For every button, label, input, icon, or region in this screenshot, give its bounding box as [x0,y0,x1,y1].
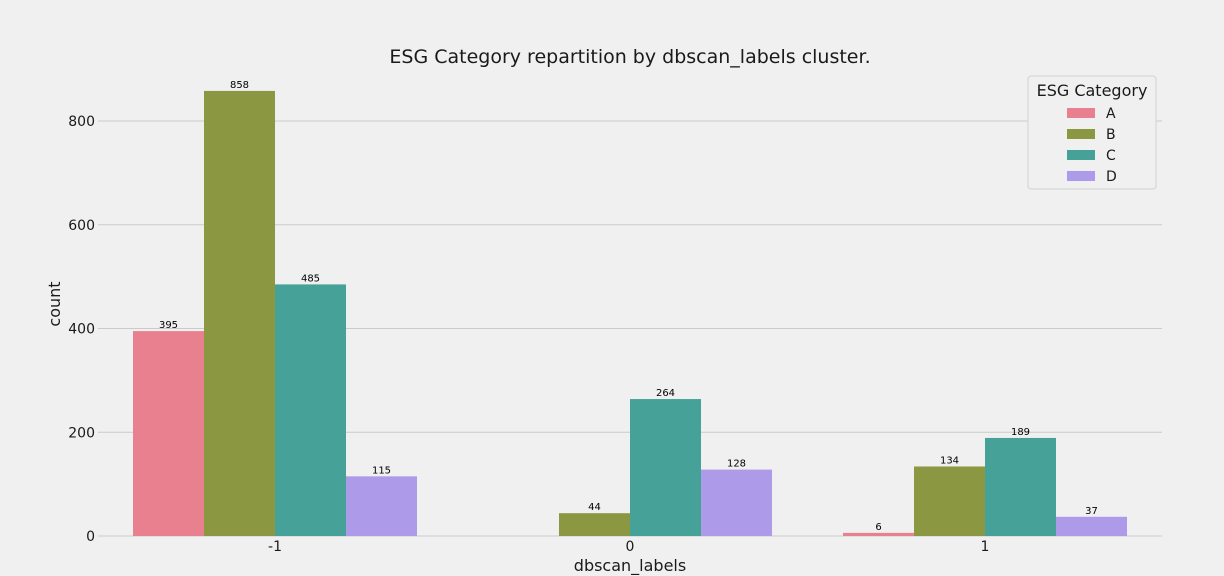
legend-swatch-C [1067,150,1095,160]
bar-D-1 [1056,516,1127,536]
bar-value-label: 44 [588,502,601,513]
legend-label-B: B [1106,127,1116,143]
y-tick-label: 400 [68,322,95,338]
bar-B--1 [204,90,275,536]
bar-value-label: 395 [159,320,178,331]
bar-D-0 [701,469,772,536]
legend-label-A: A [1106,106,1116,122]
bar-C--1 [275,284,346,536]
bar-B-1 [914,466,985,536]
x-tick-label: -1 [268,539,282,555]
bar-A--1 [133,331,204,536]
y-axis-label: count [45,281,64,326]
bar-value-label: 128 [727,459,746,470]
bar-value-label: 264 [656,388,675,399]
bar-value-label: 134 [940,455,959,466]
bar-value-label: 189 [1011,427,1030,438]
x-tick-label: 1 [981,539,990,555]
bar-value-label: 858 [230,80,249,91]
legend-swatch-D [1067,171,1095,181]
bar-A-1 [843,532,914,536]
bar-value-label: 6 [875,522,881,533]
y-tick-label: 600 [68,218,95,234]
legend-swatch-B [1067,129,1095,139]
y-tick-label: 200 [68,425,95,441]
bar-C-1 [985,437,1056,536]
bar-C-0 [630,399,701,536]
x-axis-label: dbscan_labels [574,556,686,576]
legend-swatch-A [1067,108,1095,118]
y-axis-ticks: 0 200 400 600 800 [68,114,95,545]
y-tick-label: 0 [86,529,95,545]
bar-D--1 [346,476,417,536]
legend-label-D: D [1106,169,1117,185]
legend-label-C: C [1106,148,1116,164]
bar-value-label: 115 [372,465,391,476]
bar-value-label: 485 [301,273,320,284]
bar-value-label: 37 [1085,506,1098,517]
chart-title: ESG Category repartition by dbscan_label… [389,46,870,68]
bar-value-labels: 395 6 858 44 134 485 264 189 115 128 37 [159,80,1098,533]
bar-B-0 [559,513,630,536]
x-tick-label: 0 [626,539,635,555]
y-tick-label: 800 [68,114,95,130]
bars [133,90,1127,536]
legend-title: ESG Category [1037,81,1148,100]
x-axis-ticks: -1 0 1 [268,539,989,555]
